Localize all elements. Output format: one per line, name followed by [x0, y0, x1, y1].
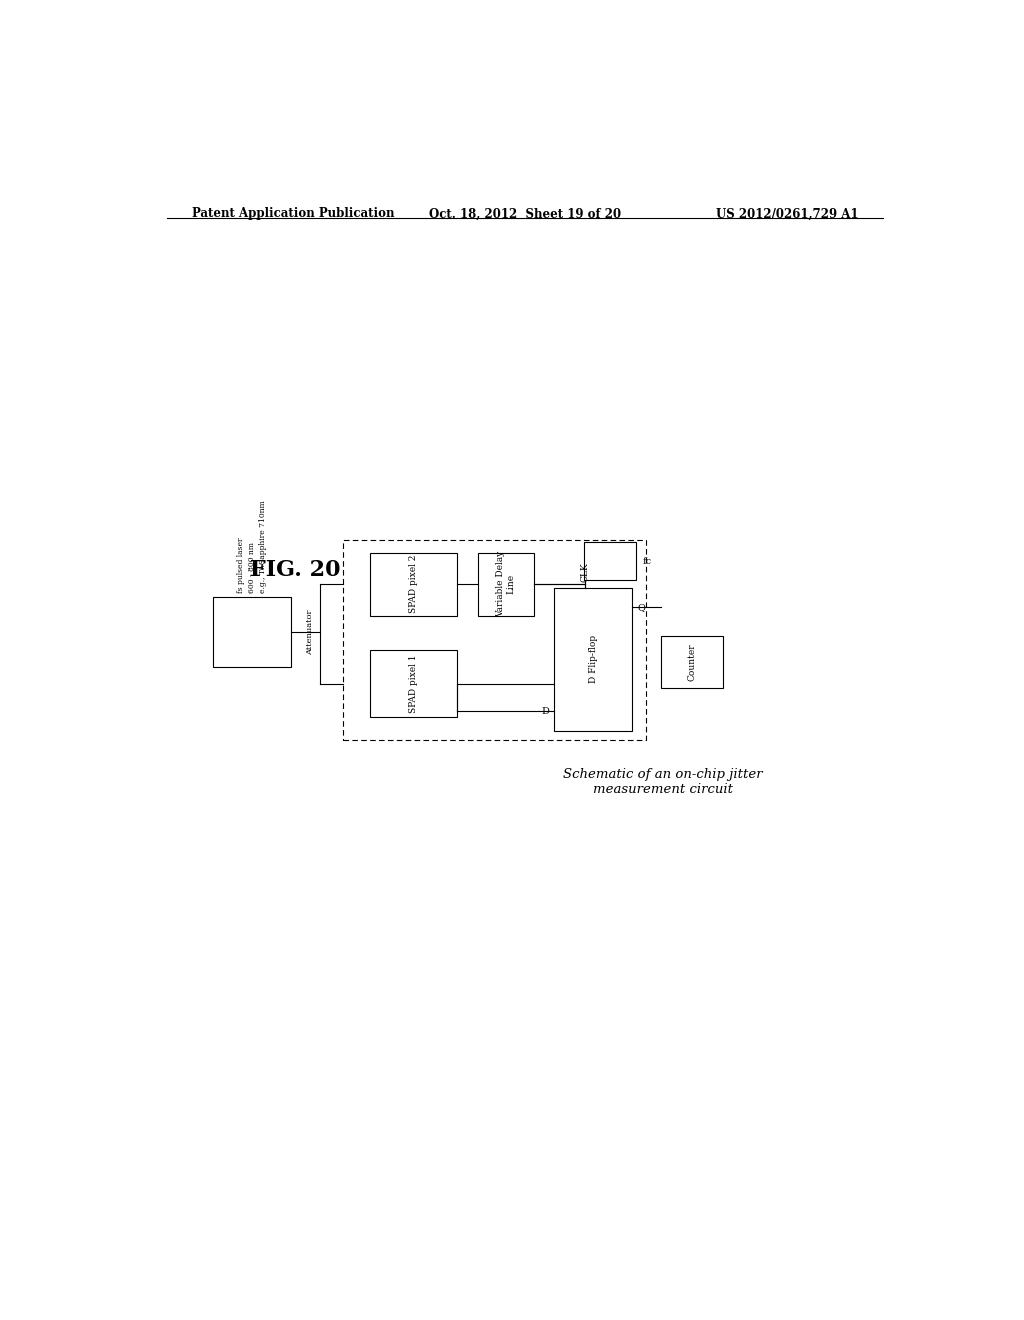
Text: Schematic of an on-chip jitter: Schematic of an on-chip jitter [563, 768, 763, 781]
Bar [343, 540, 646, 739]
Bar [213, 598, 291, 667]
Text: Variable Delay
Line: Variable Delay Line [497, 550, 516, 618]
Text: 600 - 800 nm: 600 - 800 nm [248, 543, 256, 594]
Text: D Flip-flop: D Flip-flop [589, 635, 597, 684]
Bar [370, 553, 457, 615]
Text: measurement circuit: measurement circuit [593, 783, 733, 796]
Bar [584, 543, 636, 581]
Text: Counter: Counter [688, 643, 696, 681]
Text: fc: fc [643, 557, 651, 565]
Text: FIG. 20: FIG. 20 [251, 560, 341, 581]
Text: e.g., Ti:Sapphire 710nm: e.g., Ti:Sapphire 710nm [259, 500, 267, 594]
Text: Patent Application Publication: Patent Application Publication [191, 207, 394, 220]
Text: fs pulsed laser: fs pulsed laser [238, 539, 245, 594]
Bar [554, 589, 632, 730]
Text: US 2012/0261,729 A1: US 2012/0261,729 A1 [716, 207, 858, 220]
Text: CLK: CLK [581, 562, 590, 582]
Bar [662, 636, 723, 688]
Text: SPAD pixel 2: SPAD pixel 2 [409, 554, 418, 614]
Text: SPAD pixel 1: SPAD pixel 1 [409, 655, 418, 713]
Text: Oct. 18, 2012  Sheet 19 of 20: Oct. 18, 2012 Sheet 19 of 20 [429, 207, 621, 220]
Text: D: D [541, 706, 549, 715]
Text: Q: Q [637, 603, 645, 611]
Bar [478, 553, 535, 615]
Bar [370, 649, 457, 718]
Text: Attenuator: Attenuator [306, 610, 314, 655]
